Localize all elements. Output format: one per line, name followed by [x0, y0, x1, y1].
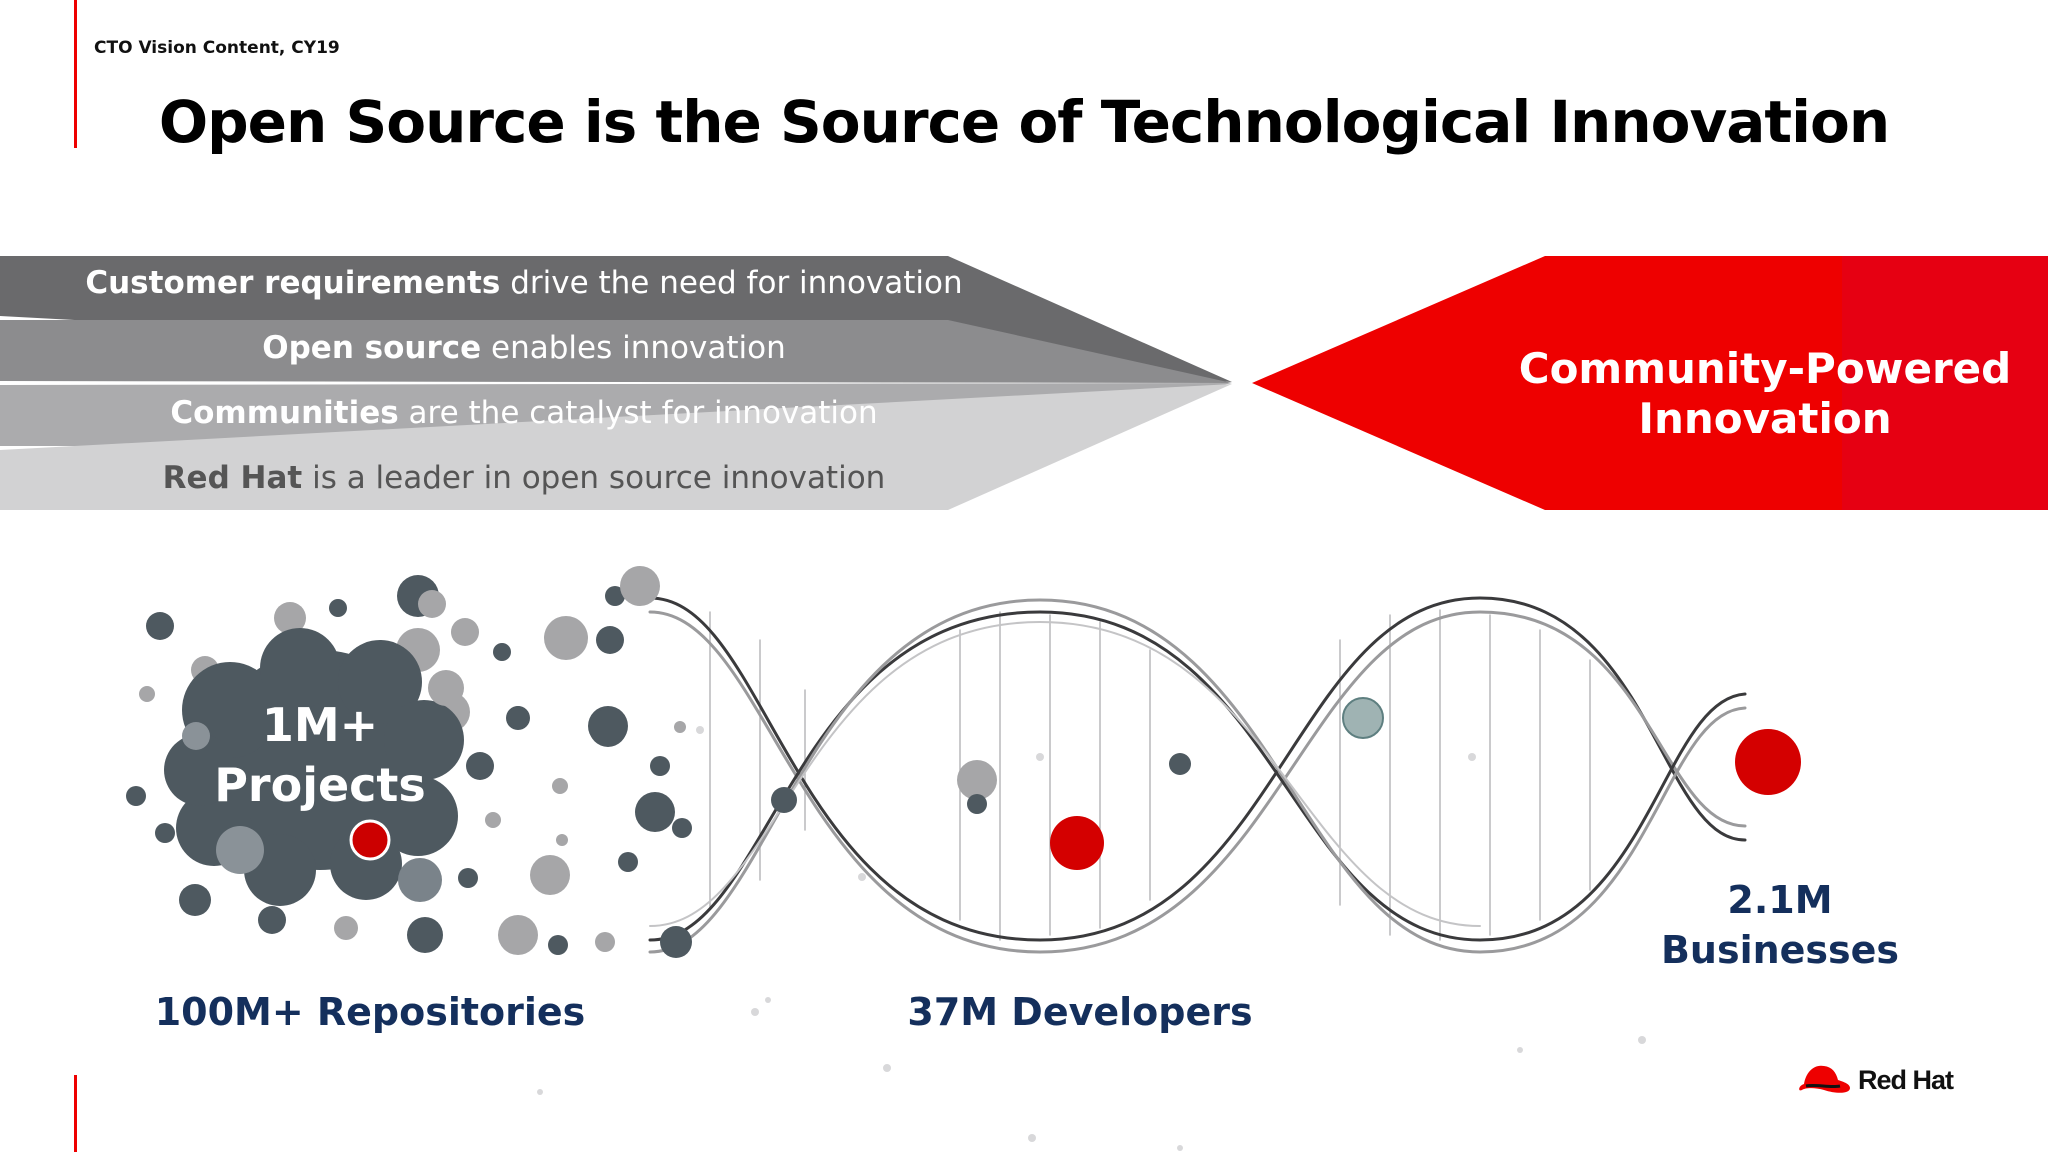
accent-rule-bottom — [74, 1075, 77, 1152]
band-4-bold: Red Hat — [162, 460, 303, 496]
businesses-label: Businesses — [1660, 928, 1900, 972]
community-line-1: Community-Powered — [1518, 344, 2012, 393]
band-1-bold: Customer requirements — [85, 265, 501, 301]
band-3-bold: Communities — [170, 395, 399, 431]
businesses-red-dot — [1735, 729, 1801, 795]
band-red-hat: Red Hat is a leader in open source innov… — [0, 460, 1048, 496]
businesses-value: 2.1M — [1727, 878, 1833, 922]
band-communities: Communities are the catalyst for innovat… — [0, 395, 1048, 431]
speckles — [537, 726, 1646, 1151]
projects-label: 1M+ Projects — [170, 695, 470, 815]
businesses-stat: 2.1M Businesses — [1640, 875, 1920, 975]
developers-stat: 37M Developers — [907, 990, 1253, 1034]
band-4-rest: is a leader in open source innovation — [302, 460, 886, 496]
band-3-rest: are the catalyst for innovation — [398, 395, 878, 431]
projects-red-dot — [349, 819, 391, 861]
community-powered-innovation: Community-Powered Innovation — [1510, 344, 2020, 444]
band-2-shape — [0, 320, 1232, 383]
dna-helix — [648, 596, 1747, 954]
projects-count: 1M+ — [261, 698, 379, 752]
projects-cloud — [164, 628, 464, 906]
band-2-bold: Open source — [262, 330, 482, 366]
slide-title: Open Source is the Source of Technologic… — [158, 88, 1890, 156]
projects-word: Projects — [214, 758, 426, 812]
red-hat-wordmark: Red Hat — [1858, 1065, 1954, 1095]
accent-rule-top — [74, 0, 77, 148]
community-line-2: Innovation — [1638, 394, 1892, 443]
developers-red-dot — [1050, 816, 1104, 870]
band-open-source: Open source enables innovation — [0, 330, 1048, 366]
project-bubbles — [126, 566, 1384, 958]
band-4-shape — [0, 384, 1232, 510]
header-label: CTO Vision Content, CY19 — [94, 38, 340, 58]
repositories-stat: 100M+ Repositories — [154, 990, 586, 1034]
band-customer-requirements: Customer requirements drive the need for… — [0, 265, 1048, 301]
red-hat-logo-icon — [1799, 1065, 1850, 1093]
band-1-rest: drive the need for innovation — [500, 265, 963, 301]
community-arrow-tail — [1842, 256, 2048, 510]
band-2-rest: enables innovation — [481, 330, 786, 366]
